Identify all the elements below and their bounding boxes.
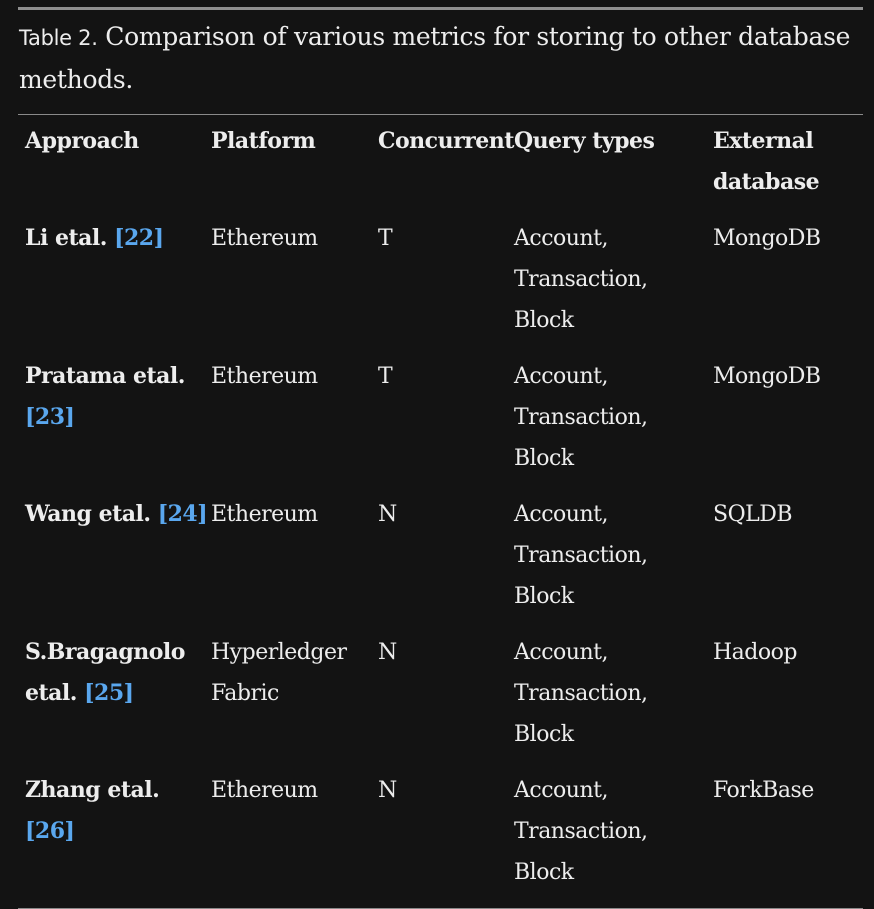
platform-cell: Hyperledger Fabric — [211, 640, 347, 706]
reference-link[interactable]: [26] — [25, 818, 75, 844]
approach-name: Li etal. — [25, 225, 107, 251]
platform-cell: Ethereum — [211, 778, 318, 803]
table-row: S.Bragagnolo etal. [25] Hyperledger Fabr… — [18, 632, 863, 770]
caption-text: Comparison of various metrics for storin… — [19, 22, 851, 94]
concurrent-cell: N — [378, 640, 397, 665]
table-caption: Table 2. Comparison of various metrics f… — [18, 10, 863, 114]
reference-link[interactable]: [25] — [84, 680, 134, 706]
concurrent-cell: N — [378, 778, 397, 803]
approach-cell: Zhang etal. [26] — [18, 770, 211, 908]
approach-name: Pratama etal. — [25, 363, 185, 389]
external-database-cell: MongoDB — [713, 226, 821, 251]
concurrent-cell: T — [378, 226, 393, 251]
query-types-cell: Account, Transaction, Block — [514, 502, 648, 609]
concurrent-cell: T — [378, 364, 393, 389]
approach-cell: Pratama etal. [23] — [18, 356, 211, 494]
caption-label: Table 2. — [19, 26, 98, 50]
table-row: Wang etal. [24] Ethereum N Account, Tran… — [18, 494, 863, 632]
approach-cell: Wang etal. [24] — [18, 494, 211, 632]
approach-name: S.Bragagnolo etal. — [25, 639, 185, 706]
top-rule — [18, 7, 863, 10]
external-database-cell: MongoDB — [713, 364, 821, 389]
query-types-cell: Account, Transaction, Block — [514, 778, 648, 885]
query-types-cell: Account, Transaction, Block — [514, 640, 648, 747]
table-container: Table 2. Comparison of various metrics f… — [18, 7, 863, 909]
platform-cell: Ethereum — [211, 364, 318, 389]
query-types-cell: Account, Transaction, Block — [514, 364, 648, 471]
reference-link[interactable]: [23] — [25, 404, 75, 430]
header-rule — [18, 114, 863, 115]
concurrent-cell: N — [378, 502, 397, 527]
header-external-database: External database — [713, 128, 820, 195]
approach-cell: Li etal. [22] — [18, 218, 211, 356]
table-row: Zhang etal. [26] Ethereum N Account, Tra… — [18, 770, 863, 908]
approach-name: Wang etal. — [25, 501, 151, 527]
reference-link[interactable]: [24] — [157, 501, 208, 527]
external-database-cell: ForkBase — [713, 778, 814, 803]
header-approach: Approach — [25, 128, 139, 154]
table-row: Pratama etal. [23] Ethereum T Account, T… — [18, 356, 863, 494]
header-query-types: Query types — [514, 128, 655, 154]
external-database-cell: SQLDB — [713, 502, 793, 527]
platform-cell: Ethereum — [211, 226, 318, 251]
table-row: Li etal. [22] Ethereum T Account, Transa… — [18, 218, 863, 356]
external-database-cell: Hadoop — [713, 640, 797, 665]
platform-cell: Ethereum — [211, 502, 318, 527]
query-types-cell: Account, Transaction, Block — [514, 226, 648, 333]
approach-name: Zhang etal. — [25, 777, 160, 803]
header-row: Approach Platform Concurrent Query types… — [18, 115, 863, 218]
reference-link[interactable]: [22] — [114, 225, 164, 251]
header-platform: Platform — [211, 128, 316, 154]
approach-cell: S.Bragagnolo etal. [25] — [18, 632, 211, 770]
header-concurrent: Concurrent — [378, 128, 514, 154]
comparison-table: Approach Platform Concurrent Query types… — [18, 115, 863, 908]
